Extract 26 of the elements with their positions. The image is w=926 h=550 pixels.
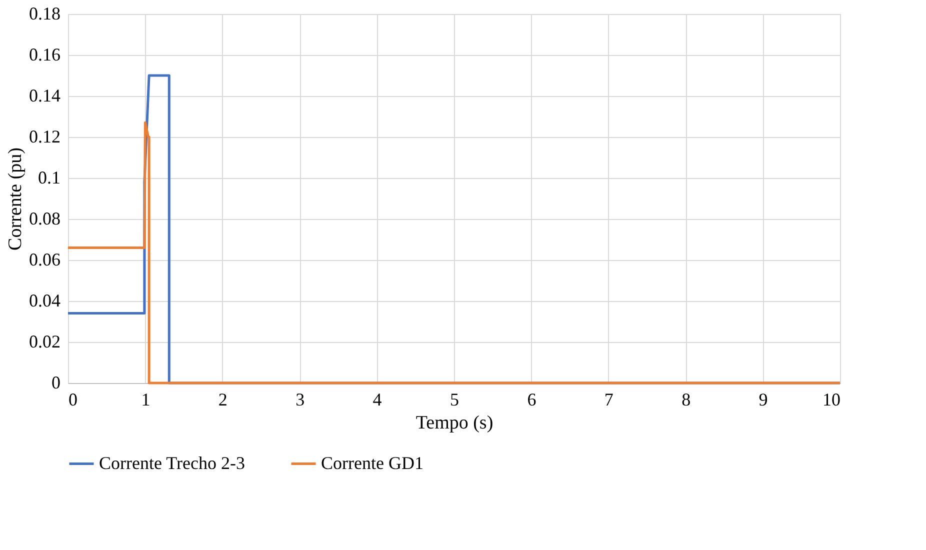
y-tick-label: 0.14 bbox=[29, 86, 60, 106]
y-axis-title: Corrente (pu) bbox=[5, 148, 26, 250]
x-tick-label: 6 bbox=[527, 390, 536, 410]
legend-label: Corrente Trecho 2-3 bbox=[99, 452, 245, 473]
x-tick-label: 0 bbox=[68, 390, 78, 410]
y-tick-label: 0.16 bbox=[29, 44, 60, 64]
y-tick-label: 0.04 bbox=[29, 290, 60, 310]
y-tick-label: 0.08 bbox=[29, 208, 60, 228]
x-tick-label: 2 bbox=[218, 390, 228, 410]
y-tick-label: 0 bbox=[52, 372, 60, 392]
x-tick-label: 4 bbox=[372, 390, 382, 410]
x-tick-label: 5 bbox=[450, 390, 459, 410]
x-tick-label: 1 bbox=[141, 390, 150, 410]
y-tick-label: 0.06 bbox=[29, 250, 60, 270]
x-tick-label: 3 bbox=[296, 390, 305, 410]
line-series bbox=[66, 121, 842, 384]
x-tick-label: 10 bbox=[822, 390, 840, 410]
y-tick-label: 0.12 bbox=[29, 126, 60, 146]
y-tick-label: 0.18 bbox=[29, 4, 60, 24]
y-tick-label: 0.02 bbox=[29, 332, 60, 352]
x-tick-label: 7 bbox=[604, 390, 614, 410]
x-tick-label: 8 bbox=[682, 390, 691, 410]
x-tick-label: 9 bbox=[758, 390, 768, 410]
x-axis-title: Tempo (s) bbox=[416, 412, 494, 434]
legend-label: Corrente GD1 bbox=[321, 452, 424, 473]
y-tick-label: 0.1 bbox=[38, 168, 60, 188]
